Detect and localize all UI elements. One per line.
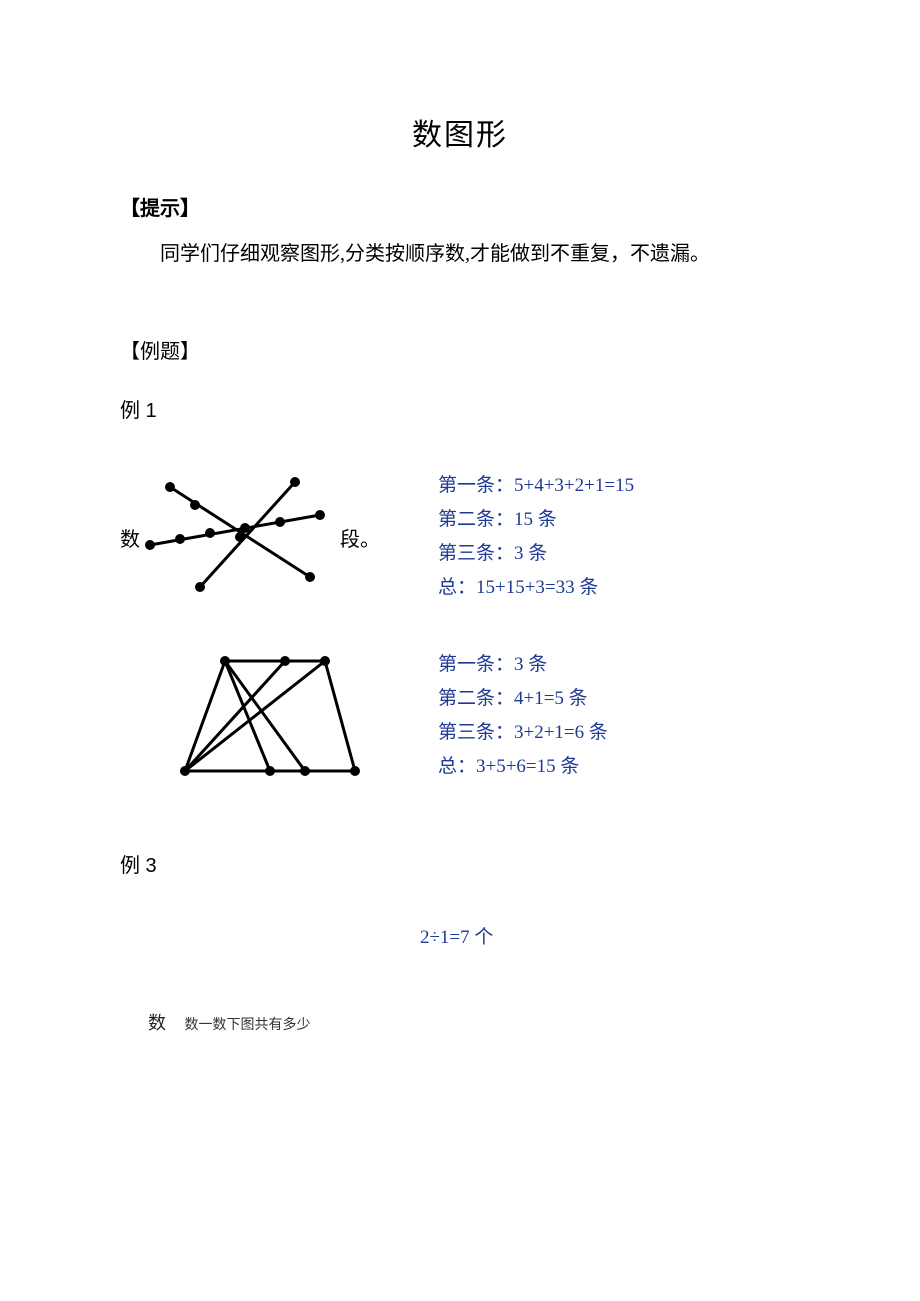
example-3-label: 例 3 [120,849,800,878]
answer-line: 第一条：3 条 [438,648,608,682]
figure-1 [140,467,340,607]
example-3-block: 例 3 2÷1=7 个 数 数一数下图共有多少 [120,849,800,1035]
example-1-row: 数 段。 第一条：5+4+3+2+1=15 第二条：15 条 第三条：3 条 总… [120,467,800,607]
count-prefix: 数 [120,523,140,552]
example-1-answer: 第一条：5+4+3+2+1=15 第二条：15 条 第三条：3 条 总：15+1… [438,469,634,605]
answer-line: 第三条：3 条 [438,537,634,571]
answer-line: 总：3+5+6=15 条 [438,750,608,784]
example-1-label: 例 1 [120,394,800,423]
page-title: 数图形 [120,110,800,154]
answer-line: 第二条：15 条 [438,503,634,537]
answer-line: 总：15+15+3=33 条 [438,571,634,605]
example-3-bottom-row: 数 数一数下图共有多少 [148,1009,800,1035]
answer-line: 第二条：4+1=5 条 [438,682,608,716]
example-2-answer: 第一条：3 条 第二条：4+1=5 条 第三条：3+2+1=6 条 总：3+5+… [438,648,608,784]
count-prefix: 数 [148,1013,166,1033]
tip-heading: 【提示】 [120,192,800,221]
example-2-left [120,641,420,791]
example-2-row: 第一条：3 条 第二条：4+1=5 条 第三条：3+2+1=6 条 总：3+5+… [120,641,800,791]
tip-body: 同学们仔细观察图形,分类按顺序数,才能做到不重复，不遗漏。 [120,237,800,271]
example-1-left: 数 段。 [120,467,420,607]
document-page: 数图形 【提示】 同学们仔细观察图形,分类按顺序数,才能做到不重复，不遗漏。 【… [0,0,920,1095]
answer-line: 第三条：3+2+1=6 条 [438,716,608,750]
count-suffix: 段。 [340,523,380,552]
figure-2 [165,641,375,791]
example-3-answer: 2÷1=7 个 [420,922,800,949]
bottom-fragment: 数一数下图共有多少 [185,1018,311,1033]
answer-line: 第一条：5+4+3+2+1=15 [438,469,634,503]
examples-heading: 【例题】 [120,335,800,364]
